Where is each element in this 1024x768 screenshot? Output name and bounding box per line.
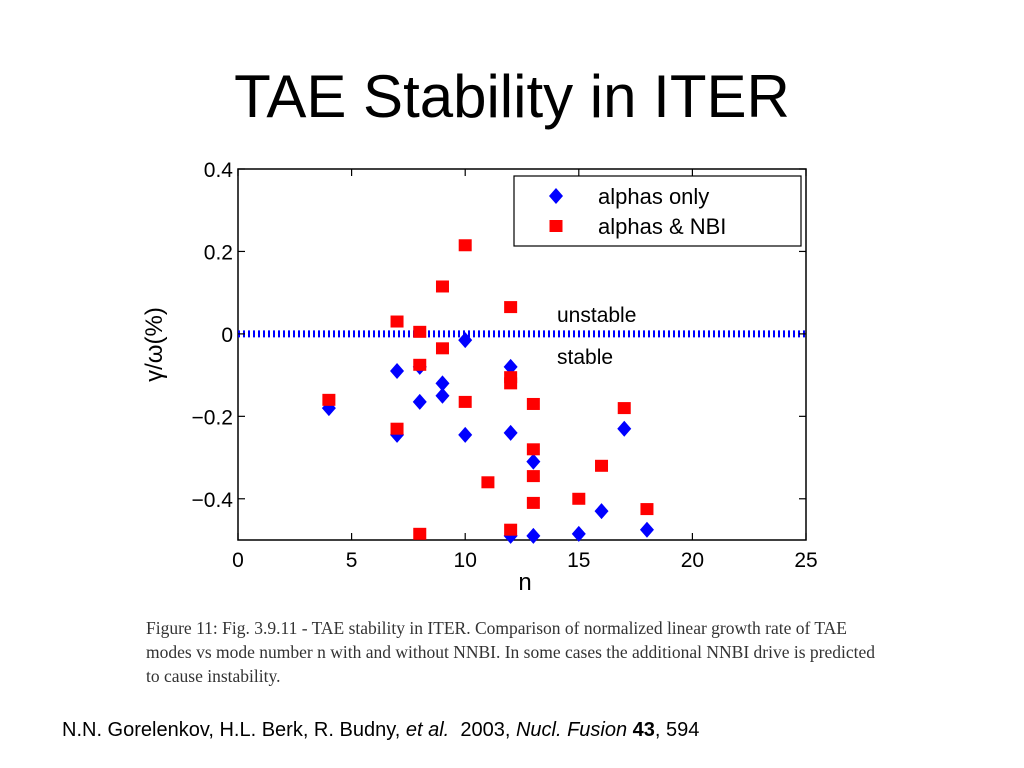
point-alphas-nbi <box>504 301 518 314</box>
slide-title: TAE Stability in ITER <box>234 63 790 130</box>
figure-caption: Figure 11: Fig. 3.9.11 - TAE stability i… <box>146 618 876 686</box>
point-alphas-only <box>503 358 518 375</box>
point-alphas-only <box>571 525 586 542</box>
y-axis-ticks: 0.4 0.2 0 −0.2 −0.4 <box>192 159 806 512</box>
legend-marker-alphas-only <box>549 188 563 204</box>
point-alphas-nbi <box>526 470 540 483</box>
point-alphas-only <box>458 426 473 443</box>
y-tick-label: 0.2 <box>204 241 233 264</box>
plot-frame <box>237 168 807 541</box>
point-alphas-nbi <box>504 523 518 536</box>
point-alphas-nbi <box>413 358 427 371</box>
plot-border <box>237 168 807 541</box>
point-alphas-nbi <box>413 527 427 540</box>
legend-box <box>513 175 802 247</box>
x-axis-ticks: 0 5 10 15 20 25 <box>232 169 818 572</box>
x-tick-label: 5 <box>346 549 358 572</box>
y-tick-label: −0.4 <box>192 489 234 512</box>
citation: N.N. Gorelenkov, H.L. Berk, R. Budny, et… <box>62 716 962 744</box>
y-tick-label: −0.2 <box>192 406 233 429</box>
point-alphas-nbi <box>458 239 472 252</box>
point-alphas-only <box>390 362 405 379</box>
legend-entry-alphas-only: alphas only <box>598 184 709 209</box>
point-alphas-nbi <box>435 342 449 355</box>
citation-authors: N.N. Gorelenkov, H.L. Berk, R. Budny, <box>62 719 401 741</box>
point-alphas-only <box>503 424 518 441</box>
point-alphas-nbi <box>390 315 404 328</box>
point-alphas-only <box>617 420 632 437</box>
x-tick-label: 15 <box>567 549 590 572</box>
series-alphas-nbi <box>322 239 654 540</box>
citation-page: , 594 <box>654 719 700 741</box>
y-tick-label: 0.4 <box>204 159 234 182</box>
point-alphas-only <box>435 387 450 404</box>
legend: alphas only alphas & NBI <box>513 175 802 247</box>
point-alphas-nbi <box>504 377 518 390</box>
data-markers <box>321 239 654 544</box>
legend-marker <box>549 188 563 204</box>
point-alphas-nbi <box>390 422 404 435</box>
point-alphas-nbi <box>526 397 540 410</box>
unstable-annotation: unstable <box>557 304 636 327</box>
point-alphas-only <box>639 521 654 538</box>
point-alphas-only <box>435 375 450 392</box>
citation-etal: et al. <box>405 719 450 741</box>
y-tick-label: 0 <box>221 324 233 347</box>
x-axis-label: n <box>518 569 531 596</box>
point-alphas-nbi <box>481 476 495 489</box>
x-tick-label: 0 <box>232 549 244 572</box>
point-alphas-only <box>458 332 473 349</box>
legend-entry-alphas-nbi: alphas & NBI <box>598 214 726 239</box>
y-axis-label: γ/ω(%) <box>141 307 168 382</box>
point-alphas-nbi <box>572 492 586 505</box>
point-alphas-nbi <box>458 395 472 408</box>
legend-marker-alphas-nbi <box>549 220 563 232</box>
stable-annotation: stable <box>557 346 613 369</box>
point-alphas-nbi <box>435 280 449 293</box>
point-alphas-only <box>526 527 541 544</box>
citation-volume: 43 <box>632 719 655 741</box>
citation-year: 2003, <box>460 719 511 741</box>
legend-marker <box>549 220 563 232</box>
point-alphas-nbi <box>322 393 336 406</box>
point-alphas-nbi <box>413 325 427 338</box>
point-alphas-nbi <box>526 443 540 456</box>
point-alphas-nbi <box>526 496 540 509</box>
point-alphas-only <box>412 393 427 410</box>
point-alphas-nbi <box>640 503 654 516</box>
point-alphas-only <box>526 453 541 470</box>
x-tick-label: 10 <box>454 549 477 572</box>
point-alphas-only <box>594 503 609 520</box>
x-tick-label: 25 <box>794 549 817 572</box>
point-alphas-nbi <box>595 459 609 472</box>
point-alphas-nbi <box>617 402 631 415</box>
citation-journal: Nucl. Fusion <box>515 719 628 741</box>
x-tick-label: 20 <box>681 549 704 572</box>
